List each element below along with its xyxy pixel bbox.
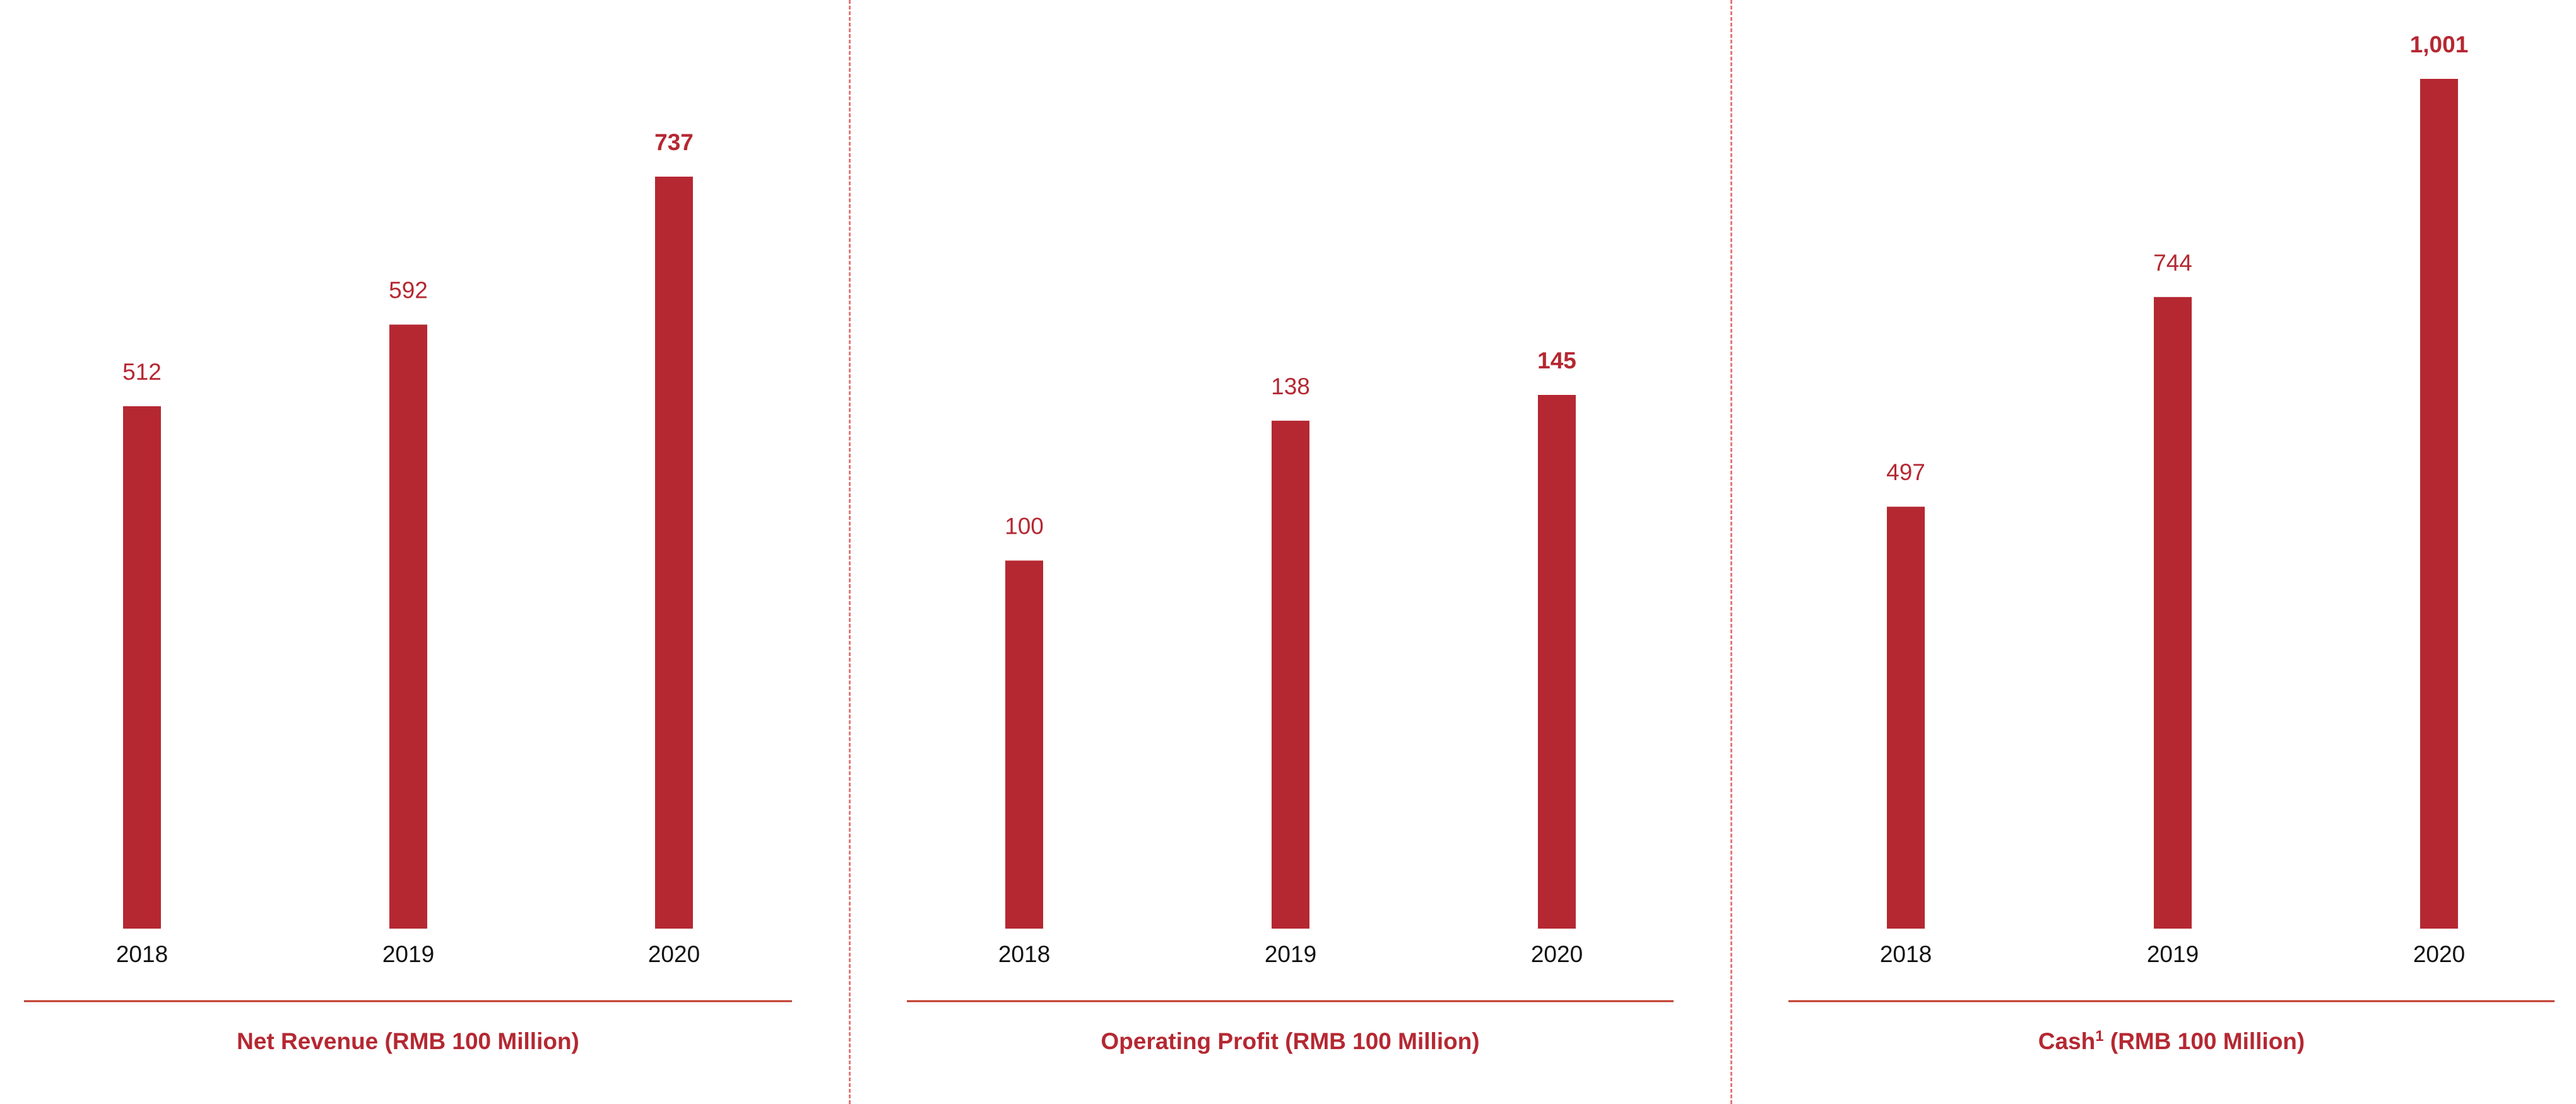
bar-2020 bbox=[1538, 395, 1576, 929]
bar-2019 bbox=[1272, 420, 1309, 929]
value-label-2020: 145 bbox=[1537, 348, 1576, 373]
chart-title: Cash1 (RMB 100 Million) bbox=[2038, 1028, 2305, 1055]
x-tick-label-2018: 2018 bbox=[998, 941, 1050, 967]
value-label-2018: 497 bbox=[1886, 459, 1925, 485]
x-tick-label-2020: 2020 bbox=[2413, 941, 2465, 967]
x-tick-label-2020: 2020 bbox=[648, 941, 700, 967]
value-label-2020: 737 bbox=[654, 129, 694, 155]
bar-2020 bbox=[655, 177, 693, 929]
chart-panel-1: 512 2018 592 2019 737 2020 Net Revenue (RMB 10… bbox=[24, 129, 792, 1054]
x-tick-label-2019: 2019 bbox=[2147, 941, 2199, 967]
value-label-2019: 138 bbox=[1271, 373, 1310, 399]
value-label-2018: 100 bbox=[1005, 514, 1044, 539]
x-tick-label-2019: 2019 bbox=[382, 941, 434, 967]
chart-panel-3: 497 2018 744 2019 1,001 2020 Cash1 (RMB 100 Mi… bbox=[1788, 32, 2555, 1054]
bar-2020 bbox=[2420, 79, 2458, 929]
bar-2018 bbox=[123, 406, 161, 929]
x-tick-label-2018: 2018 bbox=[1880, 941, 1932, 967]
panel-separator-1 bbox=[849, 0, 851, 1104]
x-tick-label-2018: 2018 bbox=[116, 941, 168, 967]
chart-panel-2: 100 2018 138 2019 145 2020 Operating Profit (R… bbox=[907, 348, 1674, 1054]
bar-2019 bbox=[389, 324, 427, 929]
bar-2019 bbox=[2154, 297, 2192, 929]
x-tick-label-2020: 2020 bbox=[1531, 941, 1583, 967]
bar-2018 bbox=[1005, 560, 1043, 929]
x-tick-label-2019: 2019 bbox=[1265, 941, 1316, 967]
chart-title: Net Revenue (RMB 100 Million) bbox=[237, 1028, 579, 1054]
value-label-2019: 744 bbox=[2153, 250, 2192, 276]
value-label-2019: 592 bbox=[389, 278, 428, 303]
bar-2018 bbox=[1887, 507, 1925, 929]
chart-title: Operating Profit (RMB 100 Million) bbox=[1101, 1028, 1479, 1054]
value-label-2020: 1,001 bbox=[2410, 32, 2469, 57]
value-label-2018: 512 bbox=[122, 359, 162, 385]
panel-separator-2 bbox=[1730, 0, 1732, 1104]
